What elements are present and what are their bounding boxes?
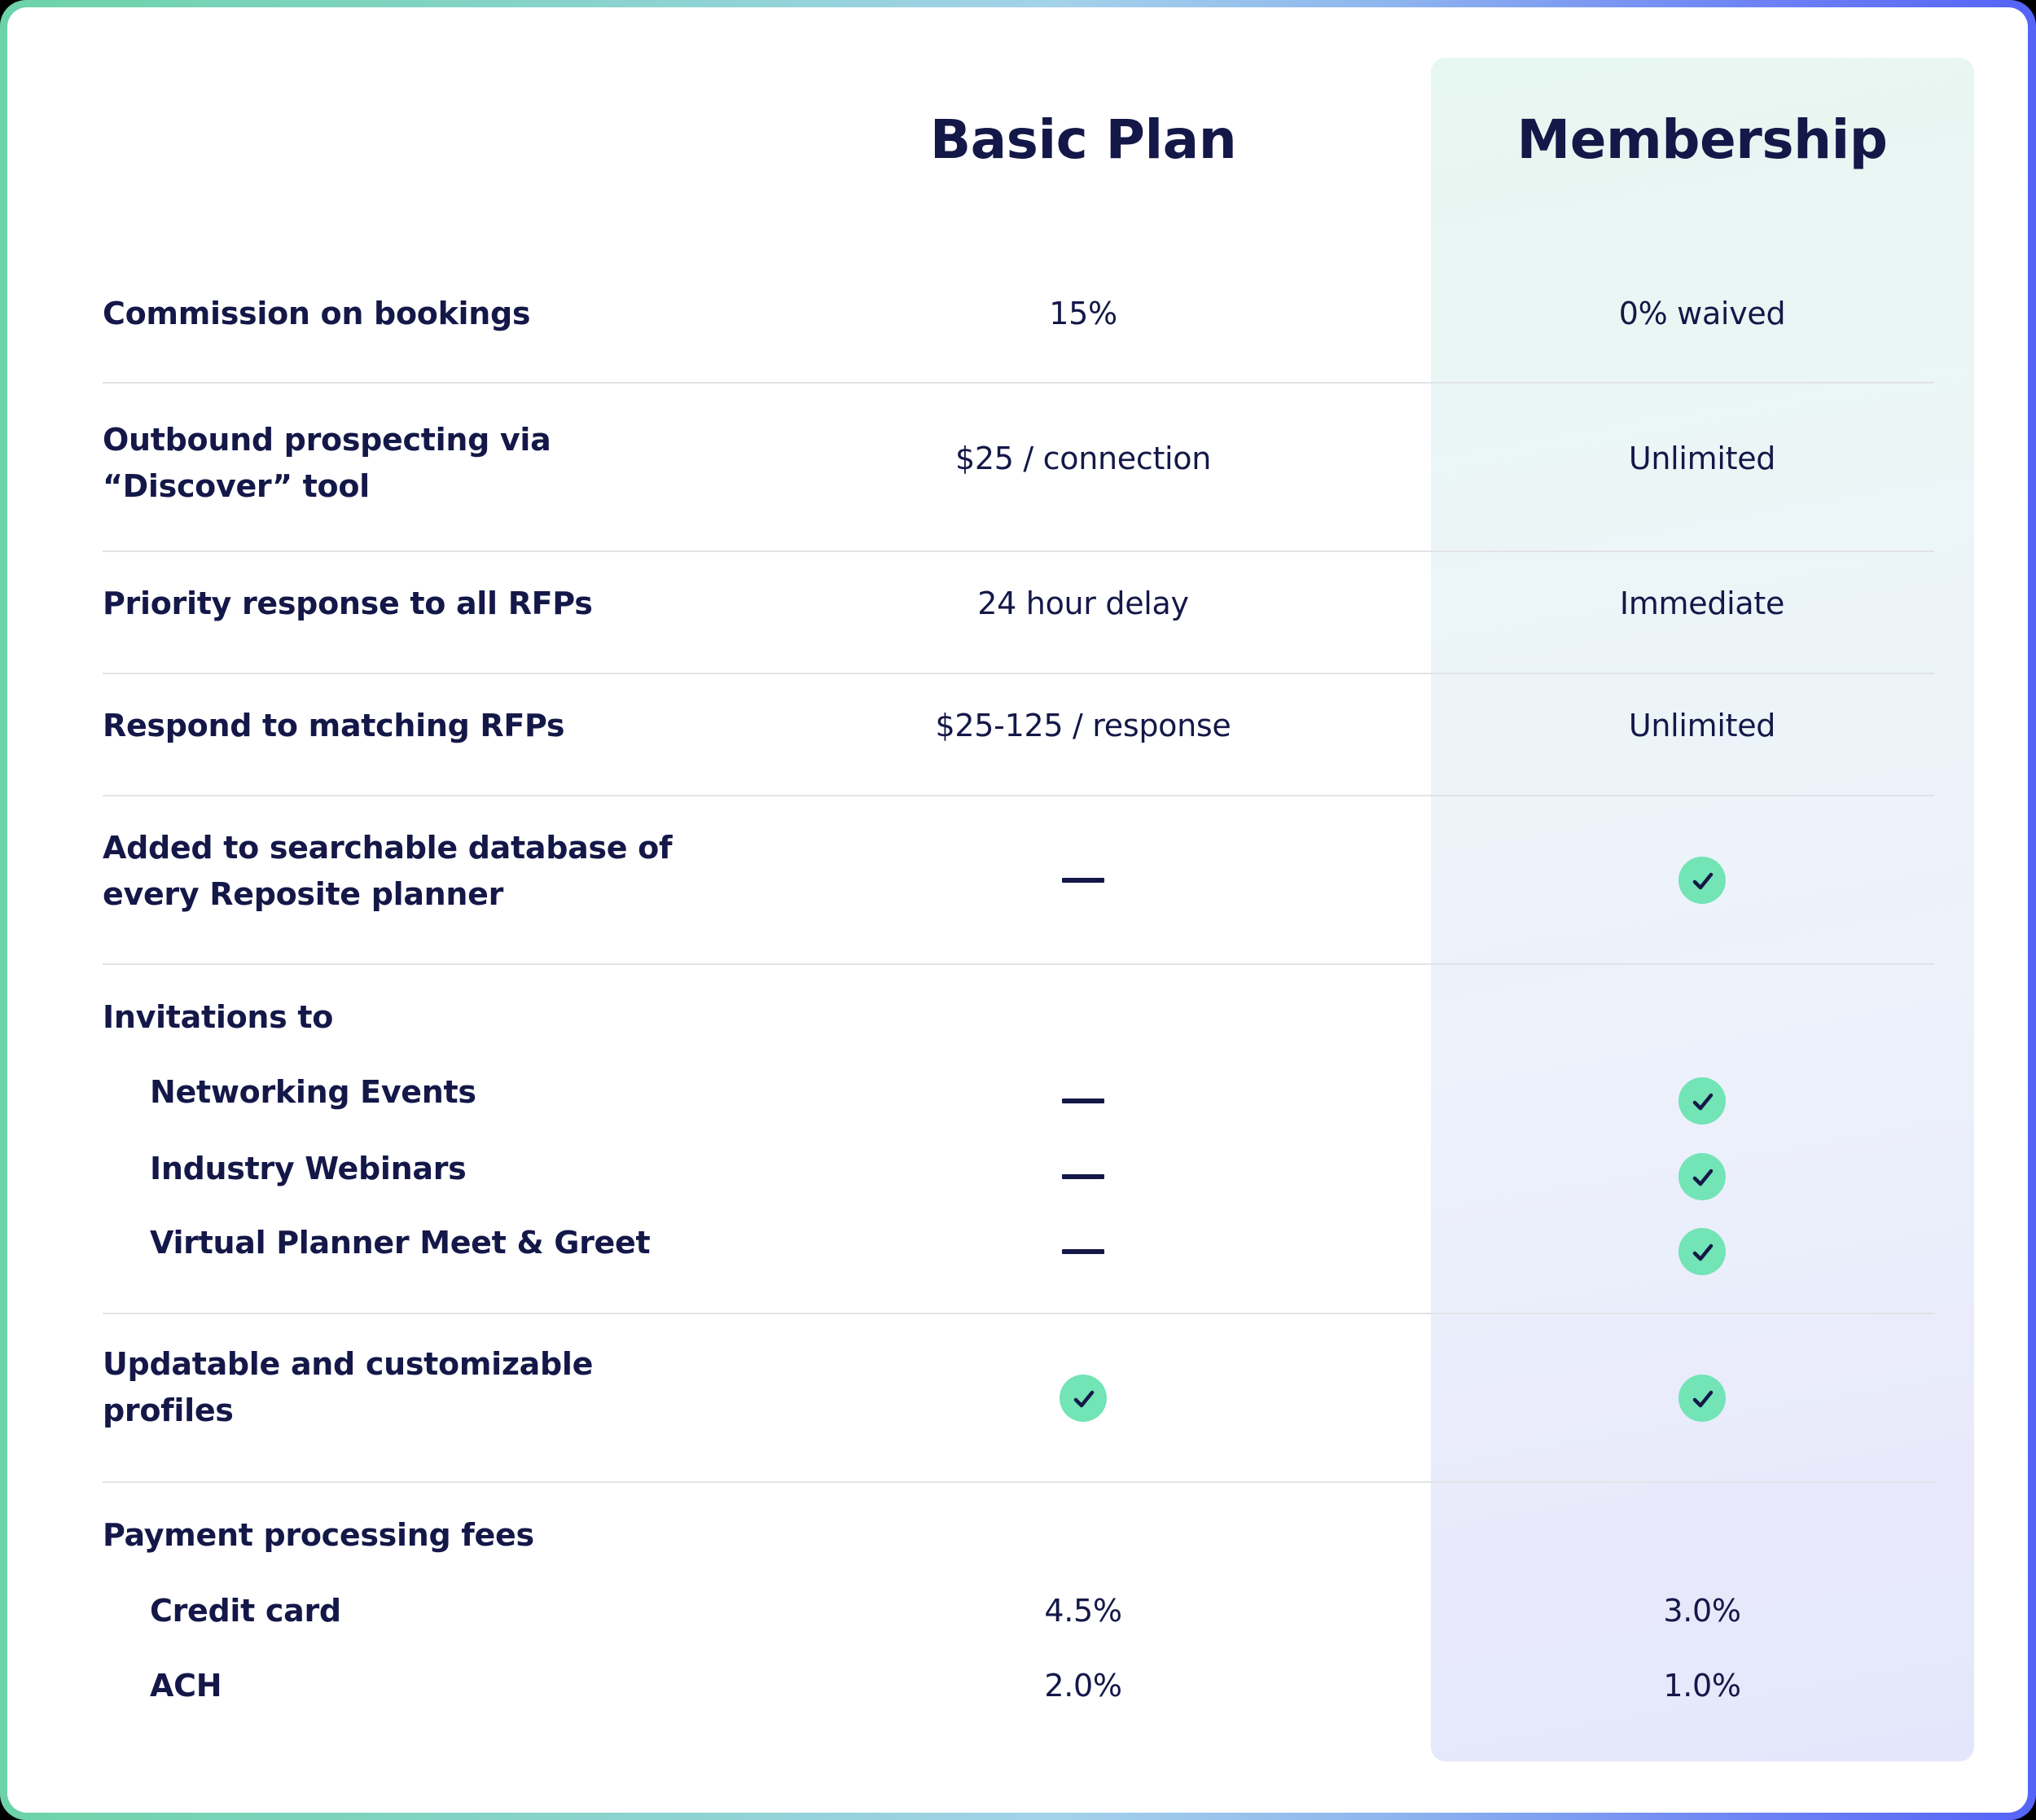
membership-value-ach: 1.0% (1663, 1668, 1741, 1704)
divider (103, 963, 1934, 965)
membership-value-credit-card: 3.0% (1663, 1593, 1741, 1629)
row-label-networking-events: Networking Events (150, 1074, 476, 1110)
basic-value-respond: $25-125 / response (935, 708, 1231, 743)
row-label-industry-webinars: Industry Webinars (150, 1151, 467, 1186)
row-label-payment-fees: Payment processing fees (103, 1517, 534, 1553)
membership-value-priority: Immediate (1619, 585, 1785, 621)
membership-value-respond: Unlimited (1628, 708, 1776, 743)
row-label-priority: Priority response to all RFPs (103, 585, 593, 621)
check-icon (1678, 857, 1726, 904)
dash-icon (1062, 1099, 1104, 1103)
divider (103, 795, 1934, 796)
row-label-respond: Respond to matching RFPs (103, 708, 565, 743)
row-label-outbound-line1: Outbound prospecting via (103, 422, 551, 458)
row-label-outbound-line2: “Discover” tool (103, 468, 370, 504)
row-label-invitations: Invitations to (103, 999, 334, 1035)
comparison-card: Basic Plan Membership Commission on book… (7, 7, 2028, 1813)
check-icon (1678, 1153, 1726, 1200)
check-icon (1678, 1228, 1726, 1275)
dash-icon (1062, 1249, 1104, 1254)
basic-value-outbound: $25 / connection (954, 441, 1212, 476)
membership-value-outbound: Unlimited (1628, 441, 1776, 476)
check-icon (1678, 1077, 1726, 1125)
divider (103, 1313, 1934, 1314)
row-label-ach: ACH (150, 1668, 222, 1704)
dash-icon (1062, 878, 1104, 883)
divider (103, 550, 1934, 552)
row-label-credit-card: Credit card (150, 1593, 341, 1629)
basic-value-credit-card: 4.5% (1044, 1593, 1122, 1629)
basic-plan-heading: Basic Plan (929, 108, 1237, 171)
divider (103, 1481, 1934, 1483)
row-label-profiles-line1: Updatable and customizable (103, 1346, 594, 1382)
divider (103, 382, 1934, 384)
membership-highlight-panel (1431, 58, 1974, 1761)
membership-heading: Membership (1516, 108, 1888, 171)
row-label-database-line1: Added to searchable database of (103, 830, 673, 866)
basic-value-commission: 15% (1049, 296, 1117, 331)
check-icon (1678, 1375, 1726, 1422)
divider (103, 673, 1934, 674)
basic-value-ach: 2.0% (1044, 1668, 1122, 1704)
row-label-commission: Commission on bookings (103, 296, 531, 331)
check-icon (1060, 1375, 1107, 1422)
row-label-profiles-line2: profiles (103, 1392, 234, 1428)
dash-icon (1062, 1174, 1104, 1179)
row-label-virtual-meet-greet: Virtual Planner Meet & Greet (150, 1225, 651, 1261)
row-label-database-line2: every Reposite planner (103, 876, 504, 912)
basic-value-priority: 24 hour delay (977, 585, 1189, 621)
membership-value-commission: 0% waived (1618, 296, 1786, 331)
